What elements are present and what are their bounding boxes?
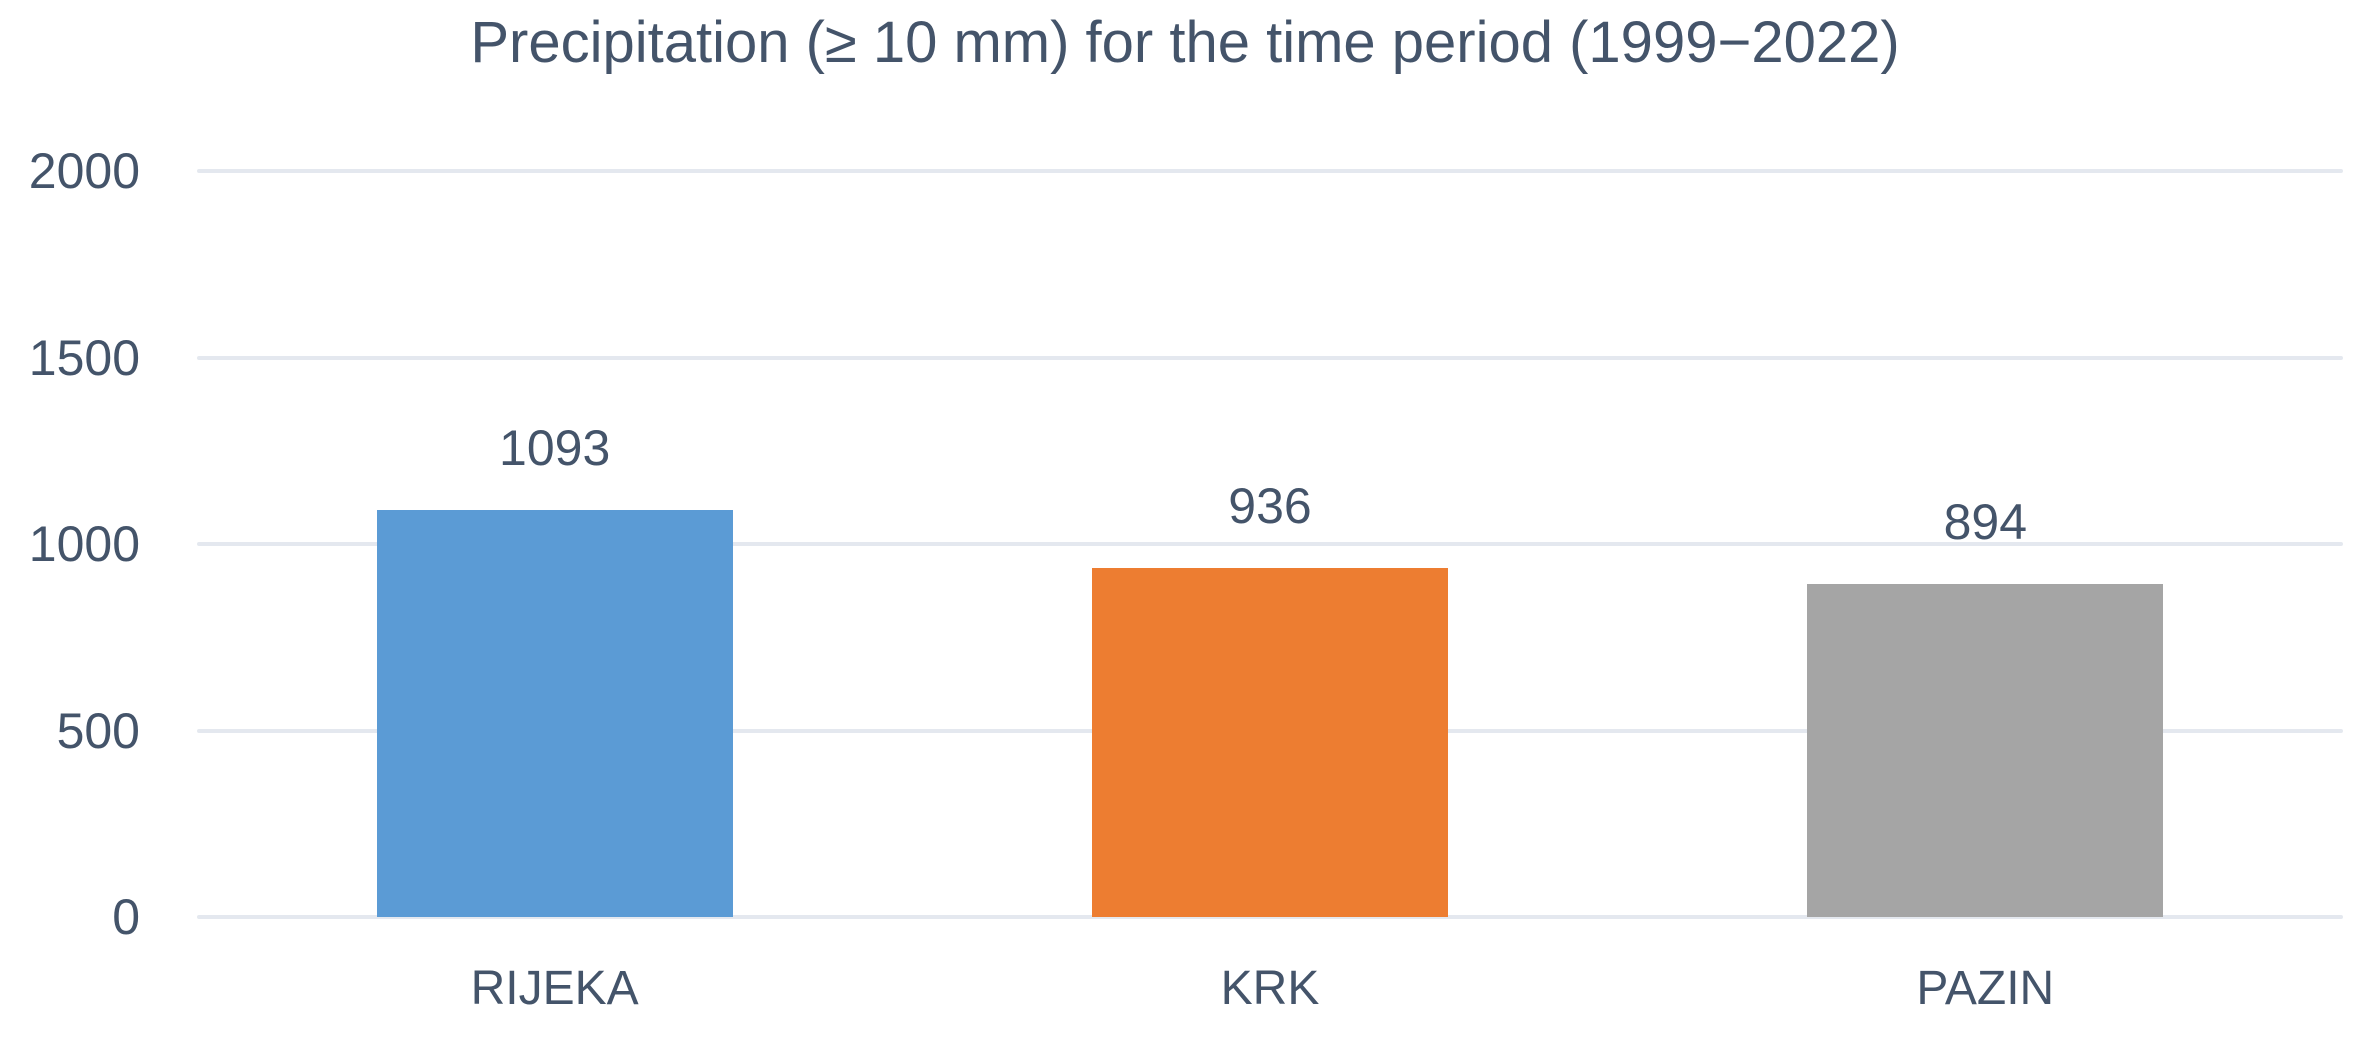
category-label-pazin: PAZIN — [1916, 962, 2055, 1015]
bar-rijeka — [376, 509, 733, 917]
data-label-rijeka: 1093 — [499, 419, 611, 476]
data-label-krk: 936 — [1228, 478, 1312, 535]
chart-title: Precipitation (≥ 10 mm) for the time per… — [470, 10, 1900, 75]
y-axis-tick-label: 2000 — [28, 143, 140, 200]
bar-krk — [1092, 568, 1448, 917]
bar-pazin — [1807, 583, 2164, 917]
y-axis-tick-label: 1500 — [28, 329, 140, 386]
gridline-y-1000 — [197, 542, 2343, 547]
data-label-pazin: 894 — [1943, 493, 2028, 550]
category-label-krk: KRK — [1220, 962, 1320, 1015]
y-axis-tick-label: 0 — [112, 889, 140, 945]
y-axis-tick-label: 500 — [56, 702, 140, 759]
gridline-y-2000 — [197, 169, 2343, 174]
gridline-y-0 — [197, 915, 2343, 919]
gridline-y-1500 — [197, 355, 2343, 360]
y-axis-tick-label: 1000 — [28, 516, 140, 573]
category-label-rijeka: RIJEKA — [470, 962, 639, 1015]
